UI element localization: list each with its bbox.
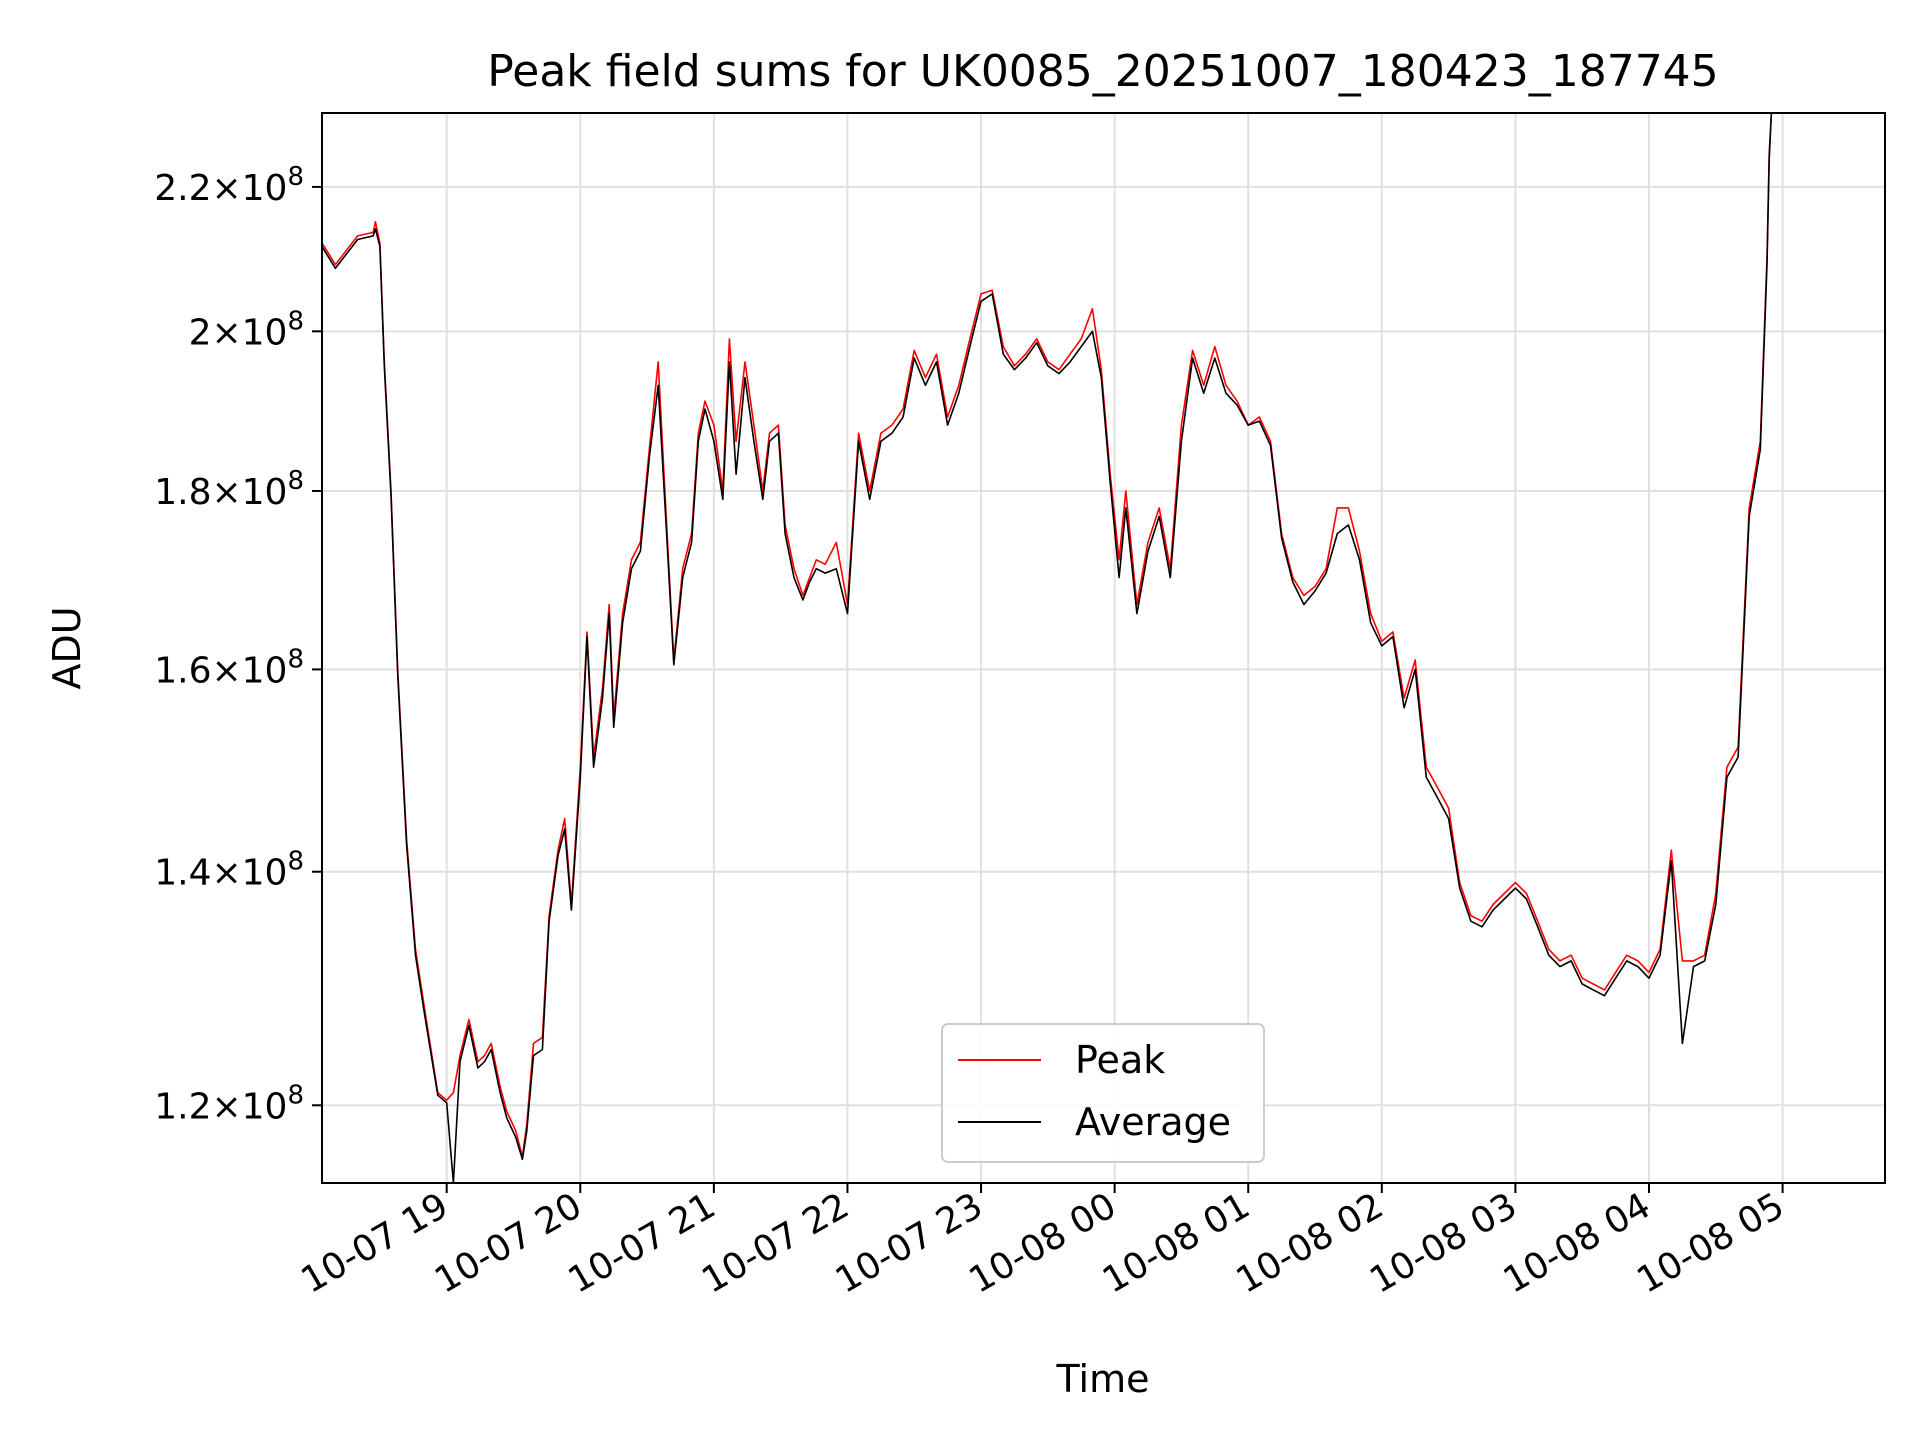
y-tick-label: 1.8×108 bbox=[154, 466, 304, 513]
chart-title: Peak field sums for UK0085_20251007_1804… bbox=[487, 46, 1718, 97]
legend: Peak Average bbox=[941, 1023, 1265, 1163]
y-axis-ticks: 1.2×108 1.4×108 1.6×108 1.8×108 2×108 2.2×108 bbox=[154, 162, 322, 1127]
y-tick-label: 1.6×108 bbox=[154, 644, 304, 691]
x-axis-label: Time bbox=[1056, 1357, 1150, 1401]
y-tick-label: 1.4×108 bbox=[154, 847, 304, 894]
y-tick-label: 2.2×108 bbox=[154, 162, 304, 209]
legend-label-average: Average bbox=[1075, 1100, 1231, 1144]
plot-frame bbox=[321, 112, 1886, 1184]
y-tick-label: 1.2×108 bbox=[154, 1080, 304, 1127]
y-axis-label: ADU bbox=[45, 606, 89, 689]
y-tick-label: 2×108 bbox=[189, 306, 304, 353]
legend-label-peak: Peak bbox=[1075, 1038, 1165, 1082]
legend-box bbox=[941, 1023, 1265, 1163]
series-line-average bbox=[321, 112, 1773, 1184]
gridlines bbox=[322, 113, 1885, 1183]
series-lines bbox=[321, 112, 1773, 1184]
